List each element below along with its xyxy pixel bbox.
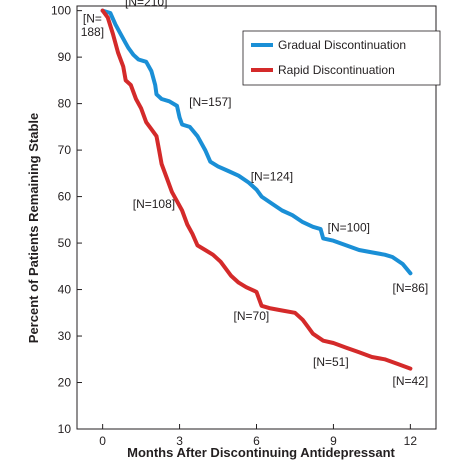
legend-label-gradual: Gradual Discontinuation <box>278 38 406 52</box>
n-annotation: [N=42] <box>393 374 429 388</box>
legend: Gradual Discontinuation Rapid Discontinu… <box>242 30 441 86</box>
annotation-layer: [N=210] [N=188] [N=157] [N=124] [N=100] [N=10… <box>81 0 429 388</box>
y-tick-label: 30 <box>58 329 72 343</box>
y-tick-label: 20 <box>58 376 72 390</box>
y-tick-label: 60 <box>58 190 72 204</box>
n-annotation: [N=70] <box>234 309 270 323</box>
y-tick-label: 10 <box>58 422 72 436</box>
n-annotation: [N=124] <box>251 169 293 183</box>
n-annotation: [N=108] <box>133 197 175 211</box>
n-annotation: 188] <box>81 25 104 39</box>
n-annotation: [N=86] <box>393 281 429 295</box>
x-axis: 0 3 6 9 12 <box>99 424 417 448</box>
y-axis: 10 20 30 40 50 60 70 80 90 100 <box>51 4 82 436</box>
x-tick-label: 6 <box>253 434 260 448</box>
series-line-gradual <box>100 8 413 276</box>
x-axis-title: Months After Discontinuing Antidepressan… <box>127 445 395 460</box>
y-axis-title: Percent of Patients Remaining Stable <box>26 113 41 343</box>
n-annotation: [N=210] <box>125 0 167 9</box>
legend-box <box>242 30 441 86</box>
n-annotation: [N=51] <box>313 355 349 369</box>
n-annotation: [N= <box>83 11 102 25</box>
x-tick-label: 0 <box>99 434 106 448</box>
x-tick-label: 3 <box>176 434 183 448</box>
y-tick-label: 80 <box>58 97 72 111</box>
n-annotation: [N=100] <box>328 220 370 234</box>
y-tick-label: 50 <box>58 236 72 250</box>
legend-label-rapid: Rapid Discontinuation <box>278 63 395 77</box>
y-tick-label: 40 <box>58 283 72 297</box>
n-annotation: [N=157] <box>189 95 231 109</box>
x-tick-label: 9 <box>330 434 337 448</box>
y-tick-label: 100 <box>51 4 71 18</box>
series-layer <box>100 8 413 371</box>
series-line-rapid <box>100 8 413 371</box>
y-tick-label: 70 <box>58 143 72 157</box>
y-tick-label: 90 <box>58 50 72 64</box>
x-tick-label: 12 <box>404 434 418 448</box>
